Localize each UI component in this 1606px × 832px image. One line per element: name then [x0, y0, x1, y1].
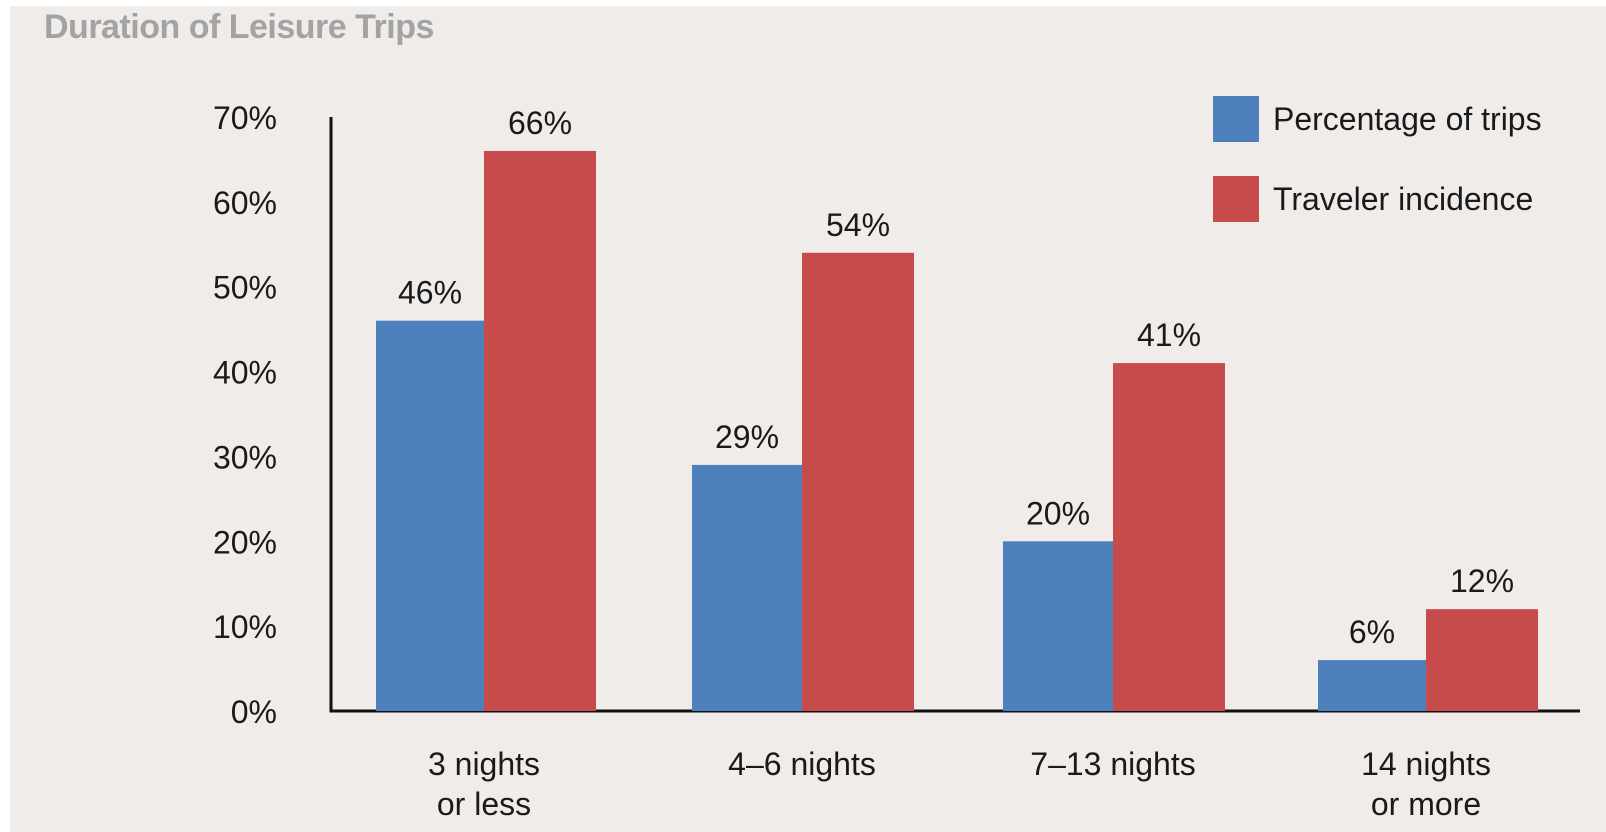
y-tick-label: 70%	[213, 100, 277, 136]
bar-traveler-incidence	[484, 150, 596, 711]
bar-traveler-incidence	[1426, 609, 1538, 711]
bar-value-label: 20%	[1026, 495, 1090, 531]
legend-label: Percentage of trips	[1273, 101, 1542, 137]
y-tick-label: 0%	[231, 694, 277, 730]
bar-value-label: 29%	[715, 419, 779, 455]
bar-value-label: 66%	[508, 105, 572, 141]
bar-traveler-incidence	[1113, 363, 1225, 711]
bar-value-label: 6%	[1349, 614, 1395, 650]
y-tick-label: 20%	[213, 524, 277, 560]
bar-value-label: 41%	[1137, 317, 1201, 353]
y-tick-label: 50%	[213, 270, 277, 306]
y-tick-label: 30%	[213, 439, 277, 475]
bar-percentage-of-trips	[1003, 541, 1113, 711]
x-category-label: or more	[1371, 786, 1481, 822]
y-tick-label: 40%	[213, 355, 277, 391]
x-category-label: or less	[437, 786, 531, 822]
x-category-label: 14 nights	[1361, 746, 1491, 782]
bar-percentage-of-trips	[376, 320, 484, 711]
bar-value-label: 46%	[398, 275, 462, 311]
y-tick-label: 10%	[213, 609, 277, 645]
chart-title: Duration of Leisure Trips	[44, 8, 434, 46]
bar-value-label: 12%	[1450, 563, 1514, 599]
bar-percentage-of-trips	[692, 464, 802, 711]
y-tick-label: 60%	[213, 185, 277, 221]
x-category-label: 7–13 nights	[1030, 746, 1195, 782]
bar-traveler-incidence	[802, 252, 914, 711]
x-category-label: 4–6 nights	[728, 746, 876, 782]
x-category-label: 3 nights	[428, 746, 540, 782]
legend-swatch	[1213, 176, 1259, 222]
legend-label: Traveler incidence	[1273, 181, 1533, 217]
bar-value-label: 54%	[826, 207, 890, 243]
legend-swatch	[1213, 96, 1259, 142]
bar-percentage-of-trips	[1318, 660, 1426, 711]
